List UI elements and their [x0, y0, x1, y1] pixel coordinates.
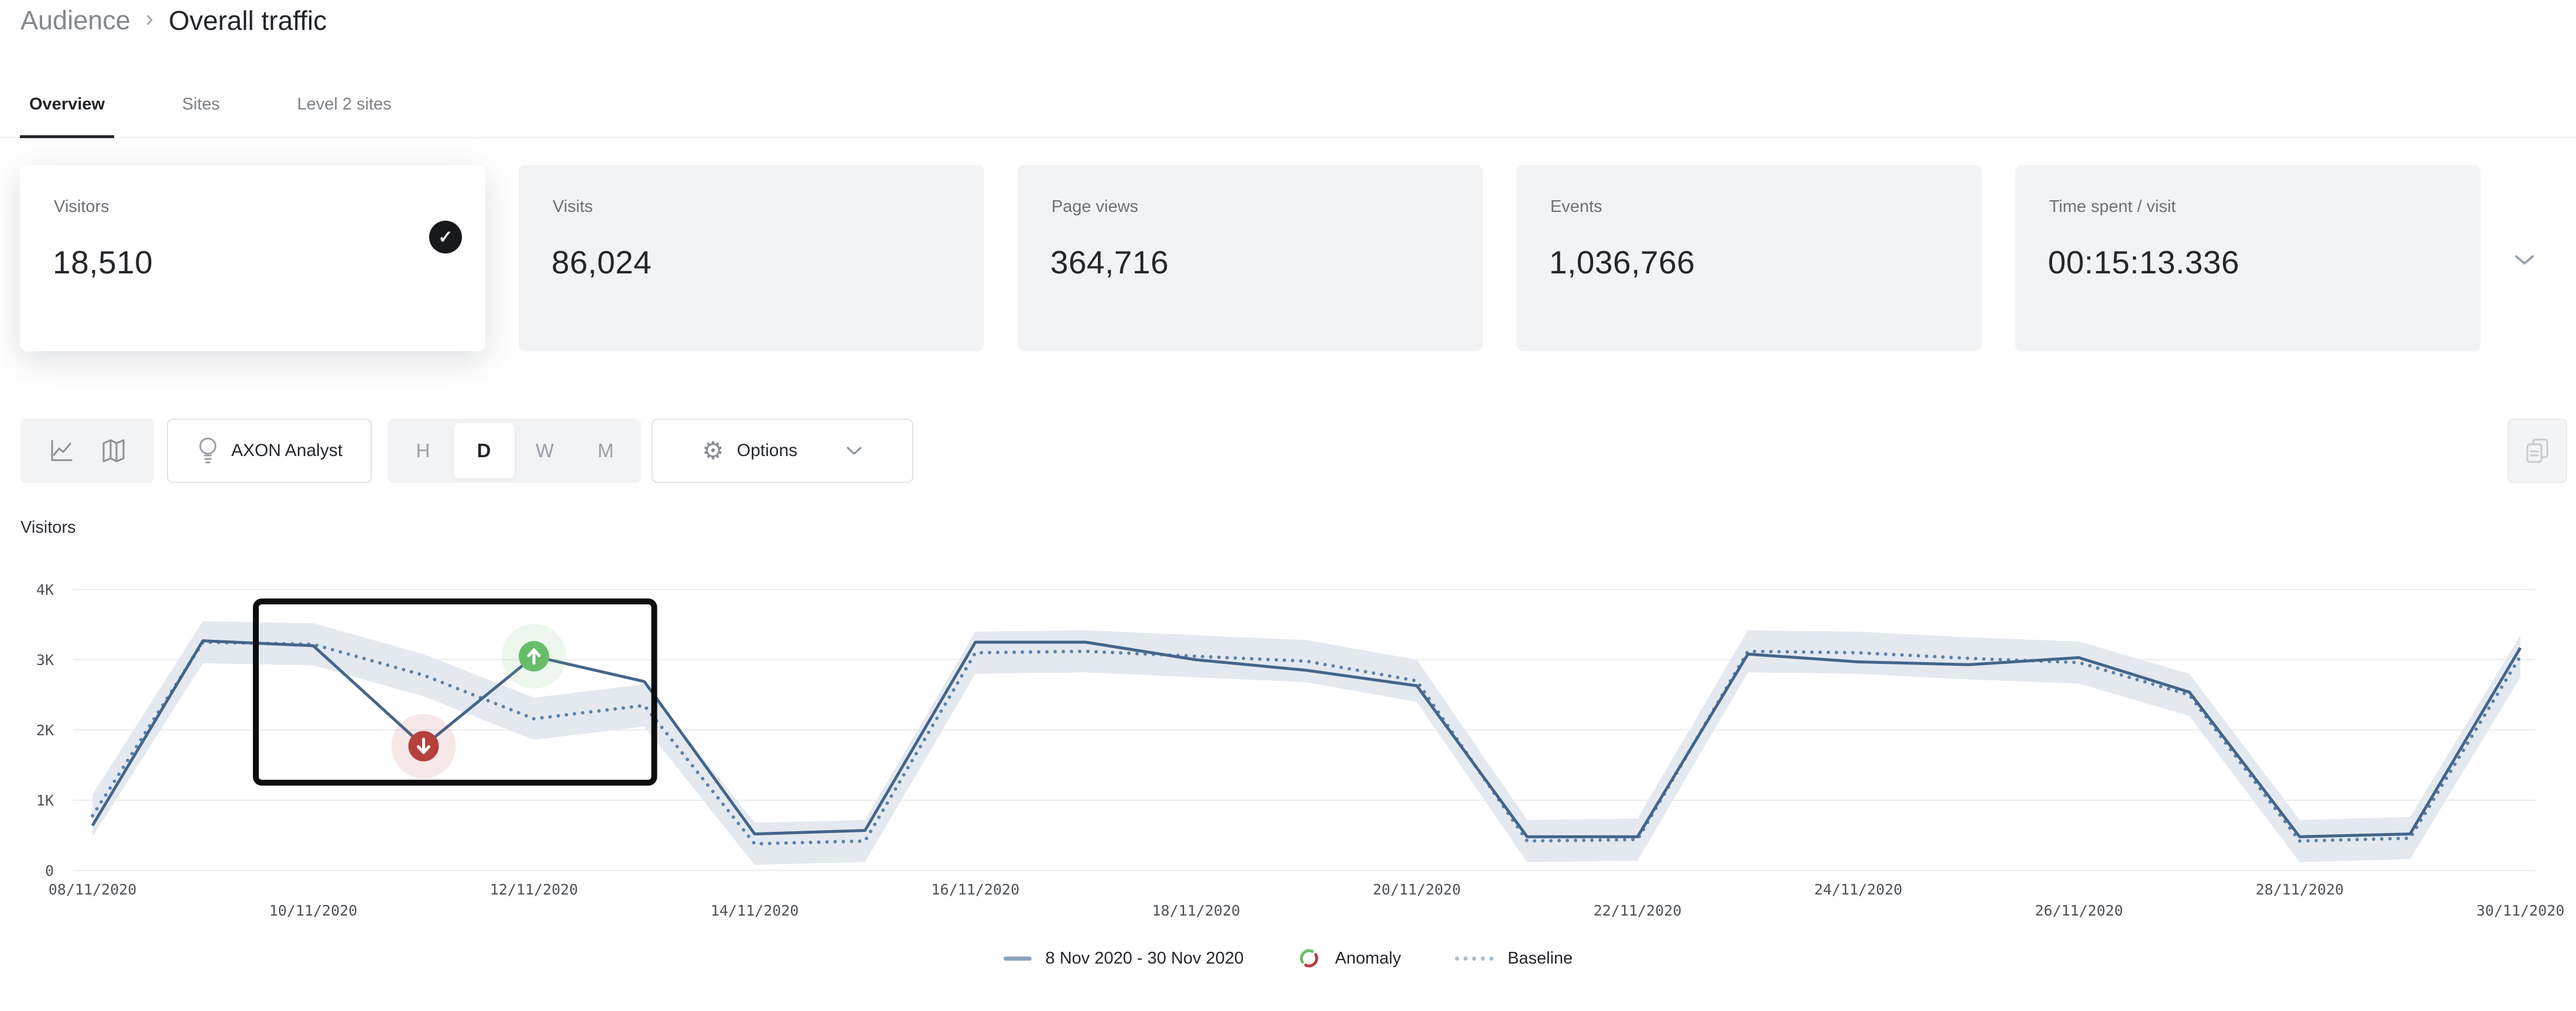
metric-card-events[interactable]: Events 1,036,766	[1516, 165, 1982, 351]
y-axis-label: 1K	[36, 792, 54, 809]
copy-icon	[2526, 438, 2548, 463]
copy-chart-button[interactable]	[2508, 419, 2567, 483]
tab-bar: Overview Sites Level 2 sites	[0, 88, 2576, 138]
page-title: Overall traffic	[168, 5, 327, 36]
chart-legend: 8 Nov 2020 - 30 Nov 2020 Anomaly Baseline	[0, 940, 2576, 977]
anomaly-highlight-box[interactable]	[252, 598, 657, 786]
x-axis-label: 10/11/2020	[269, 902, 358, 919]
anomaly-arrow-icon	[417, 738, 430, 755]
visitors-line-chart[interactable]: 0 1K 2K 3K 4K 08/11/2020 12/11/2020 16/11/2020 2…	[0, 556, 2576, 943]
granularity-h[interactable]: H	[416, 440, 430, 461]
metric-card-label: Page views	[1051, 197, 1139, 216]
legend-label: 8 Nov 2020 - 30 Nov 2020	[1045, 948, 1244, 968]
metric-card-value: 18,510	[53, 244, 153, 280]
anomaly-marker-up[interactable]	[502, 624, 566, 688]
tab-level-2-sites[interactable]: Level 2 sites	[297, 95, 392, 114]
metric-card-label: Visitors	[54, 197, 109, 216]
legend-line-swatch	[1003, 956, 1032, 961]
metric-card-value: 00:15:13.336	[2048, 244, 2240, 280]
breadcrumb-section[interactable]: Audience	[20, 5, 131, 35]
gear-icon: ⚙	[701, 437, 724, 464]
metric-card-visits[interactable]: Visits 86,024	[519, 165, 984, 351]
anomaly-ring-icon	[1300, 949, 1318, 968]
x-axis-label: 08/11/2020	[49, 881, 137, 898]
x-axis-label: 18/11/2020	[1152, 902, 1241, 919]
legend-label: Baseline	[1508, 948, 1573, 968]
chart-type-switcher	[20, 419, 154, 483]
tab-sites[interactable]: Sites	[181, 95, 220, 114]
x-axis-label: 24/11/2020	[1814, 881, 1903, 898]
ring-red-arc	[1300, 949, 1318, 968]
anomaly-marker-down[interactable]	[391, 714, 456, 779]
x-axis-label: 14/11/2020	[711, 902, 799, 919]
x-axis-label: 16/11/2020	[931, 881, 1020, 898]
x-axis-label: 12/11/2020	[490, 881, 578, 898]
options-label: Options	[737, 441, 798, 460]
metric-card-label: Visits	[553, 197, 593, 216]
y-axis-label: 4K	[36, 581, 54, 598]
metric-card-value: 364,716	[1050, 244, 1169, 280]
baseline-series	[91, 640, 2522, 846]
metric-card-page-views[interactable]: Page views 364,716	[1018, 165, 1483, 351]
granularity-d[interactable]: D	[453, 423, 515, 478]
x-axis-label: 26/11/2020	[2035, 902, 2123, 919]
x-axis-label: 30/11/2020	[2476, 902, 2565, 919]
metric-card-time-spent-visit[interactable]: Time spent / visit 00:15:13.336	[2015, 165, 2481, 351]
axon-analyst-label: AXON Analyst	[231, 441, 343, 460]
granularity-w[interactable]: W	[535, 440, 554, 461]
lightbulb-icon	[199, 437, 217, 464]
confidence-band	[93, 621, 2520, 865]
y-axis-label: 3K	[36, 652, 54, 669]
granularity-m[interactable]: M	[597, 440, 614, 461]
metric-card-value: 1,036,766	[1549, 244, 1695, 280]
ring-green-arc	[1300, 949, 1318, 968]
x-axis-label: 20/11/2020	[1373, 881, 1461, 898]
x-axis-label: 28/11/2020	[2256, 881, 2344, 898]
map-icon[interactable]	[87, 419, 140, 483]
line-chart-icon[interactable]	[35, 419, 87, 483]
visitors-series	[91, 639, 2522, 838]
legend-baseline-swatch	[1455, 956, 1494, 961]
metric-card-value: 86,024	[551, 244, 652, 280]
tab-overview[interactable]: Overview	[20, 88, 114, 138]
legend-item-anomaly-ring: Anomaly	[1297, 947, 1401, 970]
cards-expand-chevron-icon[interactable]	[2513, 253, 2536, 267]
breadcrumb-chevron-icon: ›	[145, 5, 153, 32]
y-axis-label: 0	[45, 862, 54, 879]
options-button[interactable]: ⚙ Options	[652, 419, 913, 483]
chart-title: Visitors	[20, 518, 76, 537]
legend-item-line: 8 Nov 2020 - 30 Nov 2020	[1003, 949, 1244, 968]
metric-card-visitors[interactable]: Visitors 18,510 ✓	[20, 165, 485, 351]
metric-card-label: Time spent / visit	[2049, 197, 2176, 216]
metric-card-label: Events	[1550, 197, 1602, 216]
breadcrumb: Audience › Overall traffic	[20, 5, 327, 36]
x-axis-label: 22/11/2020	[1594, 902, 1682, 919]
options-chevron-down-icon	[847, 447, 862, 455]
legend-item-dotted: Baseline	[1455, 949, 1573, 968]
legend-label: Anomaly	[1335, 948, 1402, 968]
axon-analyst-button[interactable]: AXON Analyst	[167, 419, 372, 483]
metric-cards-row: Visitors 18,510 ✓ Visits 86,024 Page views 364…	[20, 165, 2481, 351]
selected-check-icon: ✓	[429, 221, 462, 253]
y-axis-label: 2K	[36, 722, 54, 739]
anomaly-arrow-icon	[527, 648, 541, 665]
